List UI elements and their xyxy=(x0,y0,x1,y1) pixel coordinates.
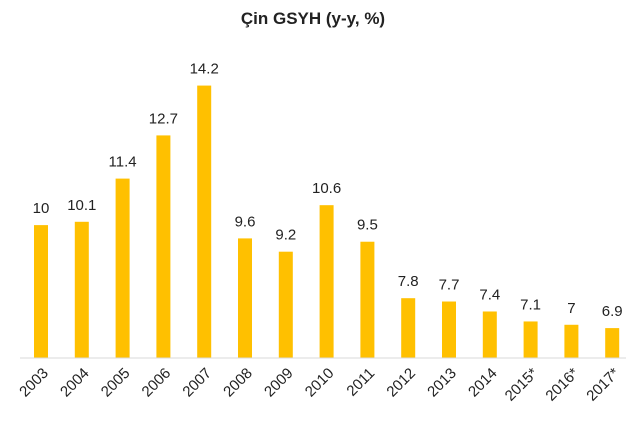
bar xyxy=(278,251,293,358)
value-label: 7.7 xyxy=(439,277,460,294)
value-label: 9.2 xyxy=(275,227,296,244)
bar xyxy=(523,321,538,358)
x-tick-label: 2011 xyxy=(343,365,378,400)
bar xyxy=(605,328,620,358)
value-label: 10.6 xyxy=(312,180,341,197)
value-label: 7.1 xyxy=(520,296,541,313)
bar xyxy=(564,324,579,358)
value-label: 9.5 xyxy=(357,217,378,234)
value-label: 14.2 xyxy=(190,61,219,78)
x-tick-label: 2012 xyxy=(383,365,419,401)
bar xyxy=(34,225,48,358)
bar xyxy=(442,301,456,358)
bar xyxy=(197,85,212,359)
x-tick-label: 2016* xyxy=(542,365,582,405)
value-label: 7.4 xyxy=(479,286,500,303)
bar xyxy=(319,205,334,358)
value-label: 7 xyxy=(567,300,575,317)
x-tick-label: 2009 xyxy=(261,365,297,401)
bar xyxy=(482,311,497,358)
bar xyxy=(401,298,416,358)
bar xyxy=(238,238,252,358)
x-tick-label: 2015* xyxy=(502,365,542,405)
x-tick-label: 2005 xyxy=(98,365,134,401)
x-tick-label: 2010 xyxy=(302,365,338,401)
x-tick-label: 2004 xyxy=(57,365,93,401)
x-tick-label: 2006 xyxy=(139,365,175,401)
bar xyxy=(360,241,375,358)
bar xyxy=(156,135,171,358)
value-label: 12.7 xyxy=(149,110,178,127)
value-label: 11.4 xyxy=(109,154,137,171)
value-label: 10 xyxy=(33,200,50,217)
x-tick-label: 2003 xyxy=(16,365,52,401)
chart-title: Çin GSYH (y-y, %) xyxy=(241,9,385,28)
value-label: 9.6 xyxy=(235,213,256,230)
value-label: 7.8 xyxy=(398,273,419,290)
x-tick-label: 2014 xyxy=(465,365,501,401)
value-label: 6.9 xyxy=(602,303,623,320)
bar xyxy=(74,221,89,358)
x-tick-label: 2008 xyxy=(220,365,256,401)
x-tick-label: 2013 xyxy=(424,365,460,401)
value-label: 10.1 xyxy=(67,197,96,214)
bar xyxy=(115,178,130,358)
x-tick-label: 2007 xyxy=(179,365,215,401)
x-tick-label: 2017* xyxy=(583,365,623,405)
